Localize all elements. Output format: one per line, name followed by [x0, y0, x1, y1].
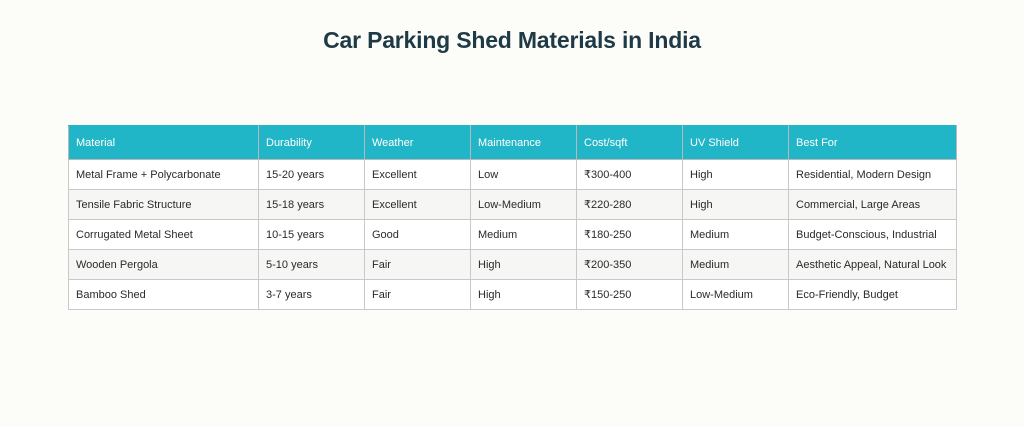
cell-cost: ₹220-280 [576, 189, 683, 220]
cell-uv-shield: High [682, 159, 789, 190]
header-cost: Cost/sqft [576, 125, 683, 160]
cell-maintenance: Low [470, 159, 577, 190]
cell-best-for: Residential, Modern Design [788, 159, 957, 190]
cell-best-for: Eco-Friendly, Budget [788, 279, 957, 310]
materials-table: Material Durability Weather Maintenance … [68, 125, 957, 310]
table-row: Corrugated Metal Sheet 10-15 years Good … [68, 219, 957, 250]
cell-cost: ₹180-250 [576, 219, 683, 250]
cell-best-for: Aesthetic Appeal, Natural Look [788, 249, 957, 280]
header-weather: Weather [364, 125, 471, 160]
cell-material: Metal Frame + Polycarbonate [68, 159, 259, 190]
table-row: Metal Frame + Polycarbonate 15-20 years … [68, 159, 957, 190]
cell-uv-shield: Medium [682, 249, 789, 280]
page-title: Car Parking Shed Materials in India [323, 27, 701, 53]
cell-material: Corrugated Metal Sheet [68, 219, 259, 250]
cell-weather: Excellent [364, 189, 471, 220]
cell-cost: ₹300-400 [576, 159, 683, 190]
cell-weather: Fair [364, 249, 471, 280]
header-durability: Durability [258, 125, 365, 160]
cell-durability: 3-7 years [258, 279, 365, 310]
cell-best-for: Budget-Conscious, Industrial [788, 219, 957, 250]
cell-durability: 15-18 years [258, 189, 365, 220]
cell-cost: ₹150-250 [576, 279, 683, 310]
header-maintenance: Maintenance [470, 125, 577, 160]
cell-uv-shield: Medium [682, 219, 789, 250]
table-header-row: Material Durability Weather Maintenance … [68, 125, 957, 160]
cell-uv-shield: Low-Medium [682, 279, 789, 310]
cell-weather: Excellent [364, 159, 471, 190]
cell-best-for: Commercial, Large Areas [788, 189, 957, 220]
cell-material: Wooden Pergola [68, 249, 259, 280]
cell-weather: Fair [364, 279, 471, 310]
table-row: Bamboo Shed 3-7 years Fair High ₹150-250… [68, 279, 957, 310]
cell-uv-shield: High [682, 189, 789, 220]
cell-maintenance: High [470, 279, 577, 310]
cell-durability: 5-10 years [258, 249, 365, 280]
cell-weather: Good [364, 219, 471, 250]
cell-material: Tensile Fabric Structure [68, 189, 259, 220]
cell-maintenance: Medium [470, 219, 577, 250]
header-material: Material [68, 125, 259, 160]
cell-cost: ₹200-350 [576, 249, 683, 280]
cell-material: Bamboo Shed [68, 279, 259, 310]
cell-maintenance: High [470, 249, 577, 280]
header-uv-shield: UV Shield [682, 125, 789, 160]
cell-durability: 15-20 years [258, 159, 365, 190]
header-best-for: Best For [788, 125, 957, 160]
cell-maintenance: Low-Medium [470, 189, 577, 220]
table-row: Wooden Pergola 5-10 years Fair High ₹200… [68, 249, 957, 280]
table-row: Tensile Fabric Structure 15-18 years Exc… [68, 189, 957, 220]
cell-durability: 10-15 years [258, 219, 365, 250]
